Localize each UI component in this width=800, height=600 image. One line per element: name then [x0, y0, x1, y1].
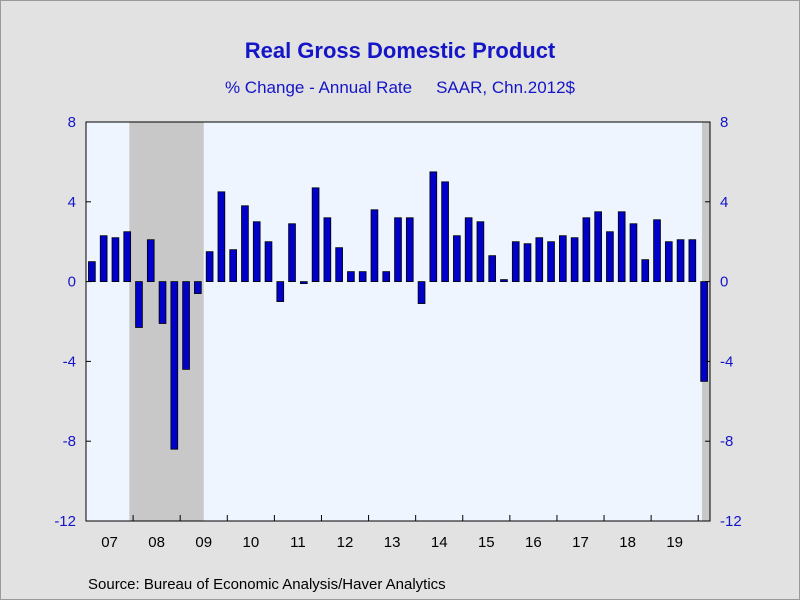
- bar: [382, 271, 391, 283]
- subtitle-measure: % Change - Annual Rate: [224, 78, 413, 97]
- y-tick-label-left: -4: [63, 353, 76, 370]
- bar: [194, 281, 202, 294]
- bar: [370, 209, 379, 282]
- plot-border: [85, 121, 711, 522]
- bar: [252, 221, 261, 282]
- x-tick-label: 19: [666, 534, 683, 551]
- bar: [535, 237, 544, 283]
- y-tick-label-left: -8: [63, 433, 76, 450]
- y-tick-label-left: 8: [68, 114, 76, 131]
- source-note: Source: Bureau of Economic Analysis/Have…: [88, 576, 446, 593]
- y-tick-label-right: -12: [720, 513, 742, 530]
- bar: [464, 217, 473, 282]
- x-tick-label: 11: [290, 534, 306, 551]
- bar: [664, 241, 673, 282]
- bar: [700, 281, 708, 382]
- axes: 8 8 4 4 0 0 -4 -4 -8 -8 -12 -12 07 08 09 10 11 12 13 14 15 16…: [54, 114, 741, 551]
- x-tick-label: 10: [242, 534, 259, 551]
- bar: [405, 217, 414, 282]
- bar: [417, 281, 426, 304]
- bar: [441, 181, 449, 283]
- bar: [629, 223, 638, 282]
- x-tick-label: 07: [101, 534, 118, 551]
- bar: [288, 223, 296, 282]
- x-tick-label: 14: [431, 534, 448, 551]
- bar: [688, 239, 697, 283]
- bar: [547, 241, 555, 282]
- bar: [146, 239, 155, 283]
- x-tick-label: 12: [337, 534, 354, 551]
- bar: [170, 281, 179, 450]
- x-tick-label: 09: [195, 534, 212, 551]
- x-tick-label: 16: [525, 534, 542, 551]
- bar: [229, 249, 237, 282]
- bar: [205, 251, 214, 283]
- bar: [217, 191, 226, 282]
- bar: [641, 259, 650, 282]
- bar: [123, 231, 132, 283]
- y-tick-label-right: 0: [720, 274, 728, 291]
- x-tick-label: 17: [572, 534, 589, 551]
- y-tick-label-left: 0: [68, 274, 76, 291]
- x-tick-label: 08: [148, 534, 165, 551]
- bar: [582, 217, 591, 282]
- y-tick-label-right: 4: [720, 194, 728, 211]
- y-tick-label-left: -12: [54, 513, 76, 530]
- chart-title: Real Gross Domestic Product: [244, 38, 556, 63]
- bar: [653, 219, 661, 283]
- bar: [111, 237, 120, 283]
- bar: [594, 211, 602, 282]
- bar: [182, 281, 190, 370]
- bar: [523, 243, 532, 283]
- bar: [394, 217, 402, 282]
- x-tick-label: 18: [619, 534, 636, 551]
- subtitle-units: SAAR, Chn.2012$: [436, 78, 576, 97]
- bar: [135, 281, 143, 328]
- y-tick-label-left: 4: [68, 194, 76, 211]
- x-tick-label: 15: [478, 534, 495, 551]
- bar: [606, 231, 614, 283]
- bar: [158, 281, 167, 324]
- bar: [311, 187, 320, 283]
- bar: [476, 221, 485, 282]
- bar: [429, 171, 438, 282]
- bar: [241, 205, 249, 282]
- bar: [676, 239, 685, 283]
- bar: [358, 271, 367, 283]
- bar: [99, 235, 108, 282]
- bar: [570, 237, 579, 283]
- y-tick-label-right: 8: [720, 114, 728, 131]
- y-tick-label-right: -4: [720, 353, 733, 370]
- bar: [617, 211, 626, 282]
- bar: [323, 217, 332, 282]
- bar: [335, 247, 343, 282]
- bar: [347, 271, 355, 283]
- bar: [559, 235, 567, 282]
- bar: [511, 241, 520, 282]
- bar: [276, 281, 285, 302]
- bar: [299, 281, 308, 284]
- bar: [88, 261, 96, 282]
- bar: [488, 255, 497, 282]
- bar-series: [88, 171, 708, 450]
- y-tick-label-right: -8: [720, 433, 733, 450]
- x-tick-label: 13: [384, 534, 401, 551]
- bar: [500, 279, 508, 283]
- bar: [453, 235, 461, 282]
- chart-subtitle: % Change - Annual Rate SAAR, Chn.2012$: [0, 78, 800, 98]
- bar: [264, 241, 273, 282]
